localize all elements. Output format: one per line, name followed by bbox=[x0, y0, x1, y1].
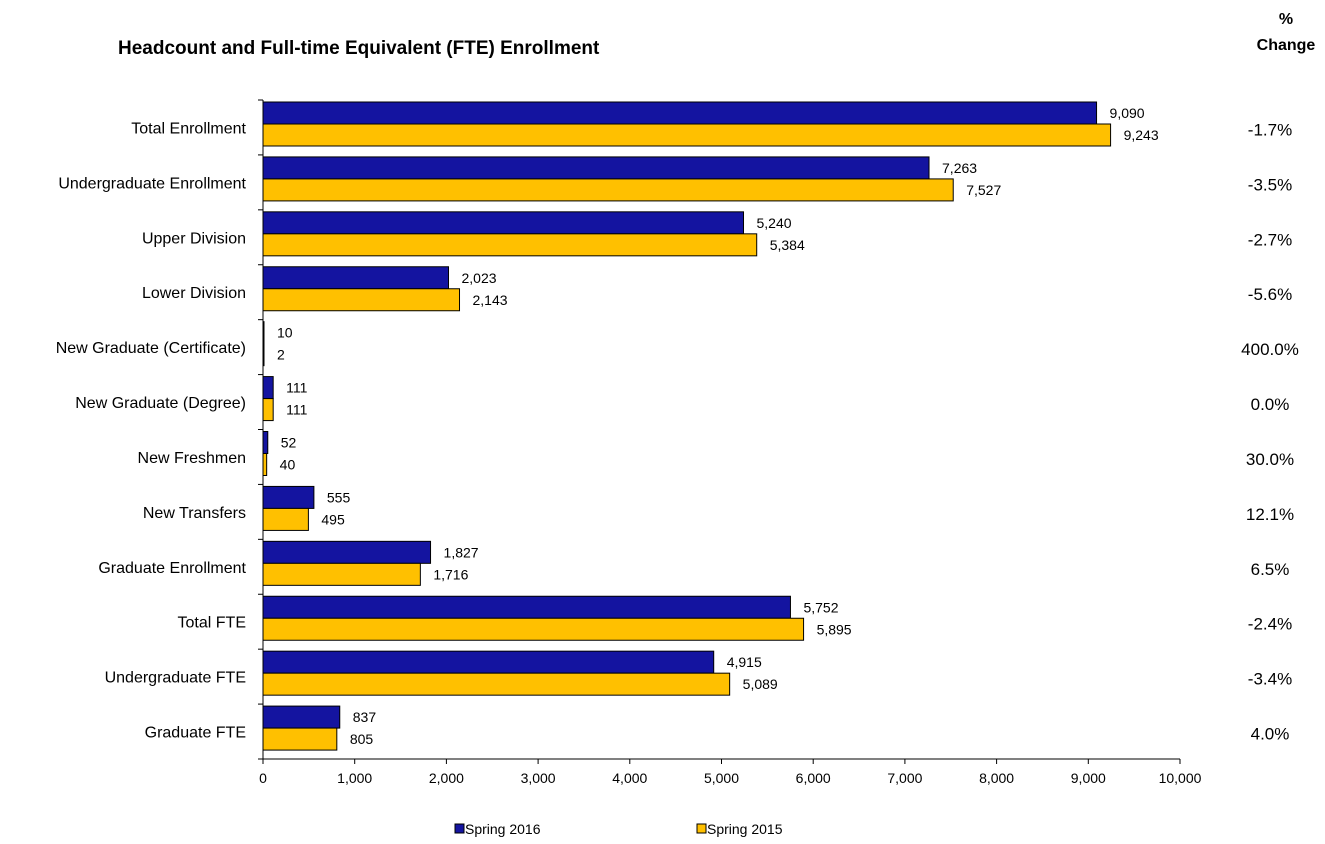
x-tick-label: 4,000 bbox=[612, 770, 647, 786]
legend-label-spring-2015: Spring 2015 bbox=[707, 821, 783, 837]
pct-change-value: 0.0% bbox=[1251, 395, 1290, 414]
bar-value-label: 837 bbox=[353, 709, 377, 725]
x-tick-label: 3,000 bbox=[521, 770, 556, 786]
pct-change-value: -3.4% bbox=[1248, 670, 1292, 689]
bar-spring-2016 bbox=[262, 156, 930, 180]
bar-spring-2015 bbox=[262, 672, 731, 696]
bar-value-label: 555 bbox=[327, 489, 351, 505]
legend: Spring 2016 Spring 2015 bbox=[454, 821, 783, 837]
x-tick-label: 9,000 bbox=[1071, 770, 1106, 786]
bar-value-label: 805 bbox=[350, 731, 374, 747]
bar-spring-2016 bbox=[262, 595, 791, 619]
bar-spring-2015 bbox=[262, 123, 1112, 147]
category-label: New Freshmen bbox=[138, 450, 246, 467]
bar-value-label: 5,384 bbox=[770, 237, 805, 253]
bar-value-label: 7,527 bbox=[966, 182, 1001, 198]
chart-title: Headcount and Full-time Equivalent (FTE)… bbox=[118, 38, 600, 59]
bar-spring-2016 bbox=[262, 705, 341, 729]
bar-value-label: 7,263 bbox=[942, 160, 977, 176]
bar-spring-2016 bbox=[262, 101, 1098, 125]
category-label: Total Enrollment bbox=[131, 120, 246, 137]
bar-value-label: 9,090 bbox=[1110, 105, 1145, 121]
x-tick-label: 1,000 bbox=[337, 770, 372, 786]
category-label: New Graduate (Degree) bbox=[75, 395, 246, 412]
pct-change-value: 30.0% bbox=[1246, 450, 1294, 469]
category-label: Total FTE bbox=[178, 615, 246, 632]
category-label: Lower Division bbox=[142, 285, 246, 302]
bar-value-label: 2,143 bbox=[473, 292, 508, 308]
bar-value-label: 52 bbox=[281, 435, 297, 451]
legend-swatch-spring-2016 bbox=[454, 823, 465, 834]
bar-value-label: 9,243 bbox=[1124, 127, 1159, 143]
bar-spring-2016 bbox=[262, 211, 745, 235]
bar-spring-2015 bbox=[262, 178, 954, 202]
pct-change-header-symbol: % bbox=[1279, 11, 1293, 28]
bar-spring-2016 bbox=[262, 376, 274, 400]
pct-change-value: -3.5% bbox=[1248, 175, 1292, 194]
bar-spring-2015 bbox=[262, 453, 268, 476]
pct-change-value: -5.6% bbox=[1248, 285, 1292, 304]
category-label: Undergraduate FTE bbox=[105, 670, 246, 687]
category-label: Graduate Enrollment bbox=[98, 560, 246, 577]
bar-spring-2016 bbox=[262, 650, 715, 674]
bar-value-label: 2,023 bbox=[462, 270, 497, 286]
pct-change-value: 400.0% bbox=[1241, 340, 1299, 359]
bar-value-label: 2 bbox=[277, 347, 285, 363]
x-tick-label: 0 bbox=[259, 770, 267, 786]
bar-spring-2016 bbox=[262, 266, 450, 290]
x-tick-label: 2,000 bbox=[429, 770, 464, 786]
plot-area: Total Enrollment 9,090 9,243 -1.7% Undergrad… bbox=[56, 99, 1299, 786]
pct-change-value: 12.1% bbox=[1246, 505, 1294, 524]
bar-value-label: 111 bbox=[286, 380, 307, 396]
bar-spring-2015 bbox=[262, 288, 461, 312]
legend-label-spring-2016: Spring 2016 bbox=[465, 821, 541, 837]
bar-spring-2016 bbox=[262, 431, 269, 454]
bar-value-label: 495 bbox=[321, 511, 345, 527]
legend-swatch-spring-2015 bbox=[696, 823, 707, 834]
x-tick-label: 5,000 bbox=[704, 770, 739, 786]
bar-value-label: 40 bbox=[280, 457, 296, 473]
x-tick-label: 6,000 bbox=[796, 770, 831, 786]
bar-spring-2015 bbox=[262, 727, 338, 751]
bar-value-label: 10 bbox=[277, 325, 293, 341]
category-label: New Transfers bbox=[143, 505, 246, 522]
x-tick-label: 7,000 bbox=[887, 770, 922, 786]
category-label: Graduate FTE bbox=[145, 725, 246, 742]
x-tick-label: 8,000 bbox=[979, 770, 1014, 786]
pct-change-value: -1.7% bbox=[1248, 120, 1292, 139]
pct-change-header-label: Change bbox=[1257, 37, 1316, 54]
bar-spring-2015 bbox=[262, 398, 274, 422]
bar-value-label: 5,752 bbox=[803, 599, 838, 615]
pct-change-value: -2.7% bbox=[1248, 230, 1292, 249]
bar-value-label: 111 bbox=[286, 402, 307, 418]
pct-change-value: 4.0% bbox=[1251, 725, 1290, 744]
pct-change-value: 6.5% bbox=[1251, 560, 1290, 579]
x-tick-label: 10,000 bbox=[1159, 770, 1202, 786]
category-label: New Graduate (Certificate) bbox=[56, 340, 246, 357]
bar-value-label: 4,915 bbox=[727, 654, 762, 670]
bar-value-label: 5,240 bbox=[757, 215, 792, 231]
bar-spring-2015 bbox=[262, 233, 758, 257]
bar-spring-2015 bbox=[262, 507, 309, 531]
bar-spring-2016 bbox=[262, 485, 315, 509]
bar-spring-2015 bbox=[262, 562, 421, 586]
bar-value-label: 5,089 bbox=[743, 676, 778, 692]
bar-value-label: 1,827 bbox=[444, 544, 479, 560]
bar-spring-2016 bbox=[262, 540, 432, 564]
category-label: Undergraduate Enrollment bbox=[58, 175, 246, 192]
category-label: Upper Division bbox=[142, 230, 246, 247]
bar-value-label: 1,716 bbox=[433, 566, 468, 582]
bar-value-label: 5,895 bbox=[817, 621, 852, 637]
bar-spring-2015 bbox=[262, 617, 805, 641]
pct-change-value: -2.4% bbox=[1248, 615, 1292, 634]
